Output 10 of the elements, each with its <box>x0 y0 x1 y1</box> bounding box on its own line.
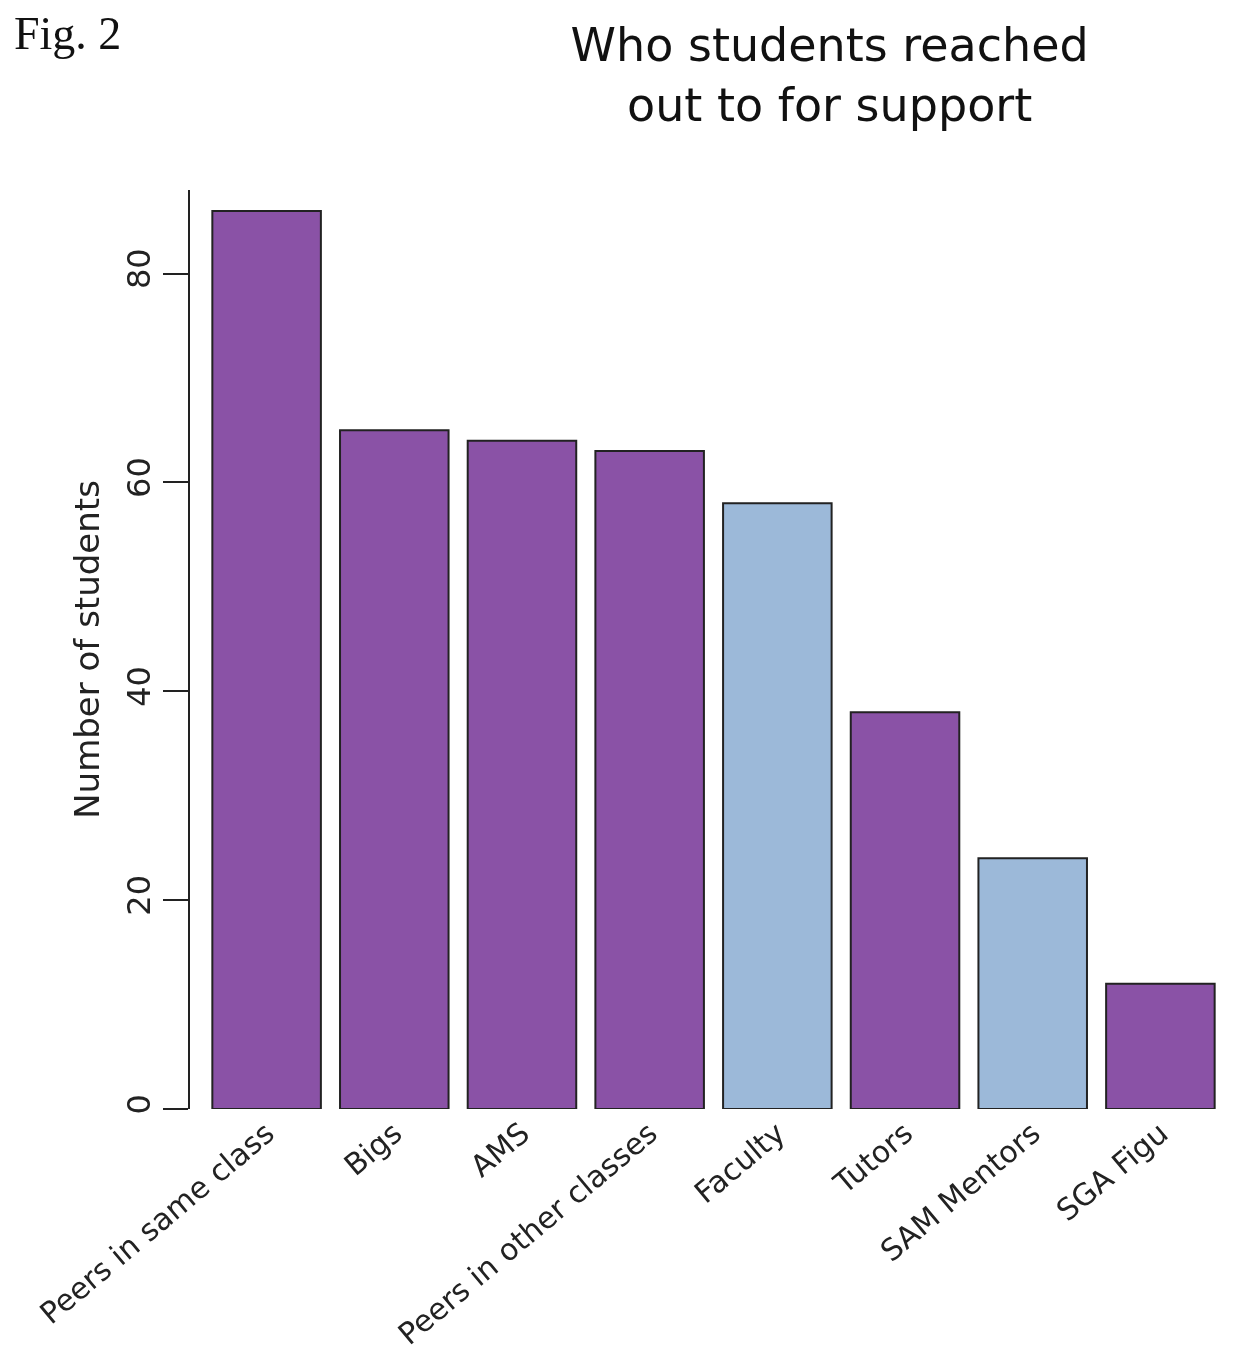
x-tick-label: Bigs <box>337 1115 409 1183</box>
y-tick-label: 0 <box>120 1094 159 1115</box>
y-tick-label: 60 <box>120 457 159 498</box>
y-axis-title: Number of students <box>67 480 108 819</box>
chart-title: Who students reached out to for support <box>570 18 1089 133</box>
x-tick-label: SGA Figu <box>1049 1115 1175 1228</box>
caption: Fig. 2 <box>14 8 122 59</box>
y-tick-label: 80 <box>120 248 159 290</box>
y-tick-label: 40 <box>120 666 159 707</box>
y-tick-label: 20 <box>120 874 159 916</box>
